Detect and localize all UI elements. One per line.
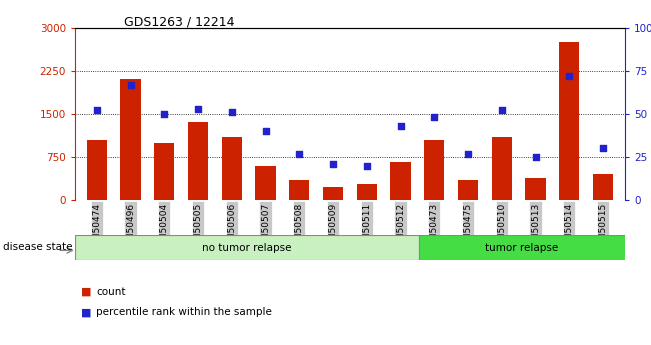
Point bbox=[260, 128, 271, 134]
Bar bbox=[154, 142, 174, 200]
Bar bbox=[458, 180, 478, 200]
Text: percentile rank within the sample: percentile rank within the sample bbox=[96, 307, 272, 317]
Text: no tumor relapse: no tumor relapse bbox=[202, 243, 292, 253]
Point bbox=[126, 82, 136, 87]
Point bbox=[564, 73, 574, 79]
Bar bbox=[75, 235, 419, 260]
Bar bbox=[525, 178, 546, 200]
Text: GDS1263 / 12214: GDS1263 / 12214 bbox=[124, 16, 234, 29]
Bar bbox=[323, 187, 343, 200]
Point bbox=[92, 108, 102, 113]
Text: count: count bbox=[96, 287, 126, 296]
Bar bbox=[87, 140, 107, 200]
Point bbox=[193, 106, 203, 111]
Text: ■: ■ bbox=[81, 287, 92, 296]
Bar bbox=[188, 122, 208, 200]
Text: disease state: disease state bbox=[3, 243, 73, 252]
Bar bbox=[492, 137, 512, 200]
Point bbox=[227, 109, 237, 115]
Text: ■: ■ bbox=[81, 307, 92, 317]
Bar bbox=[559, 42, 579, 200]
Point bbox=[429, 115, 439, 120]
Point bbox=[497, 108, 507, 113]
Point bbox=[598, 146, 608, 151]
Bar bbox=[222, 137, 242, 200]
Point bbox=[361, 163, 372, 168]
Point bbox=[463, 151, 473, 156]
Point bbox=[531, 154, 541, 160]
Point bbox=[328, 161, 339, 167]
Text: tumor relapse: tumor relapse bbox=[485, 243, 559, 253]
Bar bbox=[120, 79, 141, 200]
Point bbox=[395, 123, 406, 129]
Bar bbox=[593, 174, 613, 200]
Bar bbox=[357, 184, 377, 200]
Point bbox=[159, 111, 169, 117]
Bar bbox=[424, 140, 445, 200]
Bar bbox=[391, 162, 411, 200]
Bar bbox=[255, 166, 275, 200]
Bar bbox=[289, 180, 309, 200]
Point bbox=[294, 151, 305, 156]
Bar bbox=[419, 235, 625, 260]
